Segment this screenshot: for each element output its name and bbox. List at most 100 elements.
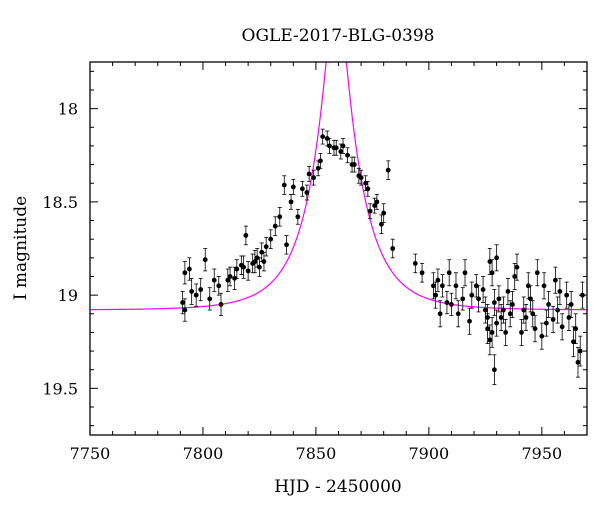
data-point [521, 296, 527, 324]
data-point [557, 277, 563, 305]
data-point [571, 326, 576, 358]
x-tick-label: 7800 [183, 444, 224, 463]
data-point [453, 272, 459, 300]
data-point [180, 290, 186, 315]
data-point [304, 184, 310, 201]
data-point [225, 268, 231, 292]
y-tick-label: 19 [58, 286, 78, 305]
y-axis-label: I magnitude [11, 196, 31, 300]
data-point [374, 194, 380, 210]
data-point [546, 290, 551, 318]
data-point [290, 179, 296, 195]
plot-frame [89, 61, 588, 436]
y-tick-label: 19.5 [42, 379, 78, 398]
data-point [534, 259, 540, 287]
data-point [449, 292, 454, 317]
data-point [263, 236, 269, 257]
data-point [189, 277, 195, 305]
data-point [381, 203, 387, 223]
data-point [433, 281, 439, 309]
data-point [489, 317, 495, 348]
data-point [372, 197, 378, 214]
x-tick-label: 7750 [70, 444, 111, 463]
data-point [505, 277, 511, 305]
x-tick-label: 7850 [296, 444, 337, 463]
data-point [496, 285, 502, 313]
data-point [510, 290, 515, 318]
data-point [252, 249, 258, 274]
data-point [306, 166, 312, 182]
data-point [318, 152, 323, 169]
data-point [272, 216, 278, 236]
data-point [555, 296, 561, 324]
data-point [412, 253, 418, 274]
data-point [284, 235, 289, 255]
data-point [365, 180, 371, 197]
data-point [281, 175, 287, 195]
data-point [390, 238, 396, 259]
data-point [480, 276, 486, 303]
data-point [211, 268, 217, 292]
data-point [340, 138, 346, 154]
y-tick-label: 18 [58, 100, 78, 119]
data-point [482, 296, 488, 324]
data-point [385, 160, 391, 180]
data-point [503, 318, 509, 346]
data-point [202, 248, 208, 272]
data-point [532, 315, 538, 343]
data-point [444, 290, 450, 315]
data-point [489, 259, 495, 287]
data-point [333, 139, 339, 156]
data-point [467, 307, 472, 335]
data-point [446, 259, 452, 287]
data-point [345, 147, 350, 164]
data-point [530, 300, 536, 328]
data-point [485, 313, 490, 345]
model-curve [90, 62, 587, 311]
x-axis-label: HJD - 2450000 [274, 477, 402, 497]
data-point [243, 225, 249, 246]
data-point [437, 300, 443, 328]
data-point [577, 335, 583, 367]
data-point [320, 128, 326, 145]
data-point [187, 257, 192, 281]
y-tick-label: 18.5 [42, 193, 78, 212]
data-point [218, 292, 224, 317]
data-point [198, 277, 204, 302]
data-point [277, 207, 283, 227]
data-point [435, 268, 441, 292]
data-point [519, 318, 524, 346]
data-point [539, 322, 545, 350]
data-point [351, 156, 357, 173]
data-point [367, 203, 373, 220]
data-point [568, 290, 574, 318]
data-point [182, 298, 188, 322]
data-point [462, 259, 468, 287]
data-point [245, 261, 251, 281]
data-point [501, 296, 506, 324]
data-point [469, 281, 475, 309]
data-point [552, 266, 558, 294]
chart-title: OGLE-2017-BLG-0398 [242, 26, 435, 46]
data-point [257, 257, 262, 277]
data-point [559, 313, 565, 341]
data-point [514, 253, 520, 281]
x-tick-label: 7950 [521, 444, 562, 463]
data-point [193, 283, 199, 307]
x-tick-label: 7900 [409, 444, 450, 463]
data-point [440, 274, 445, 298]
data-point [311, 169, 317, 186]
data-point [525, 272, 531, 300]
data-point [216, 276, 222, 296]
data-point [487, 248, 493, 276]
data-point [327, 138, 332, 154]
data-point [573, 313, 579, 345]
data-point [227, 266, 233, 287]
data-point [491, 354, 497, 386]
data-point [460, 287, 466, 311]
data-point [494, 309, 500, 337]
data-point [299, 180, 305, 197]
data-point [379, 214, 384, 234]
data-point [268, 229, 274, 249]
